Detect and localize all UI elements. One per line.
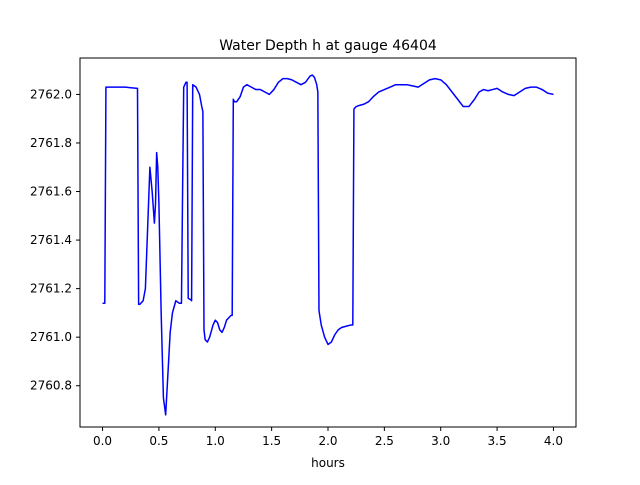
x-tick-label: 2.5 xyxy=(375,434,394,448)
plot-frame xyxy=(79,57,577,428)
x-tick-label: 4.0 xyxy=(544,434,563,448)
x-tick-label: 0.5 xyxy=(149,434,168,448)
x-tick-label: 1.5 xyxy=(262,434,281,448)
series-line xyxy=(102,74,554,416)
y-tick-label: 2761.4 xyxy=(30,233,72,247)
x-axis-ticks: 0.0 0.5 1.0 1.5 2.0 2.5 3.0 3.5 4.0 xyxy=(93,427,563,448)
x-tick-label: 3.0 xyxy=(431,434,450,448)
plot-layer xyxy=(102,74,554,416)
x-tick-label: 3.5 xyxy=(488,434,507,448)
x-tick-label: 0.0 xyxy=(93,434,112,448)
chart-title: Water Depth h at gauge 46404 xyxy=(219,38,437,54)
y-tick-label: 2761.2 xyxy=(30,282,72,296)
x-tick-label: 1.0 xyxy=(206,434,225,448)
x-axis-label: hours xyxy=(311,456,345,470)
x-tick-label: 2.0 xyxy=(318,434,337,448)
y-tick-label: 2761.6 xyxy=(30,185,72,199)
y-tick-label: 2760.8 xyxy=(30,379,72,393)
y-tick-label: 2762.0 xyxy=(30,87,72,101)
y-tick-label: 2761.0 xyxy=(30,330,72,344)
y-axis-ticks: 2760.8 2761.0 2761.2 2761.4 2761.6 2761.8 2762… xyxy=(30,87,80,393)
y-tick-label: 2761.8 xyxy=(30,136,72,150)
